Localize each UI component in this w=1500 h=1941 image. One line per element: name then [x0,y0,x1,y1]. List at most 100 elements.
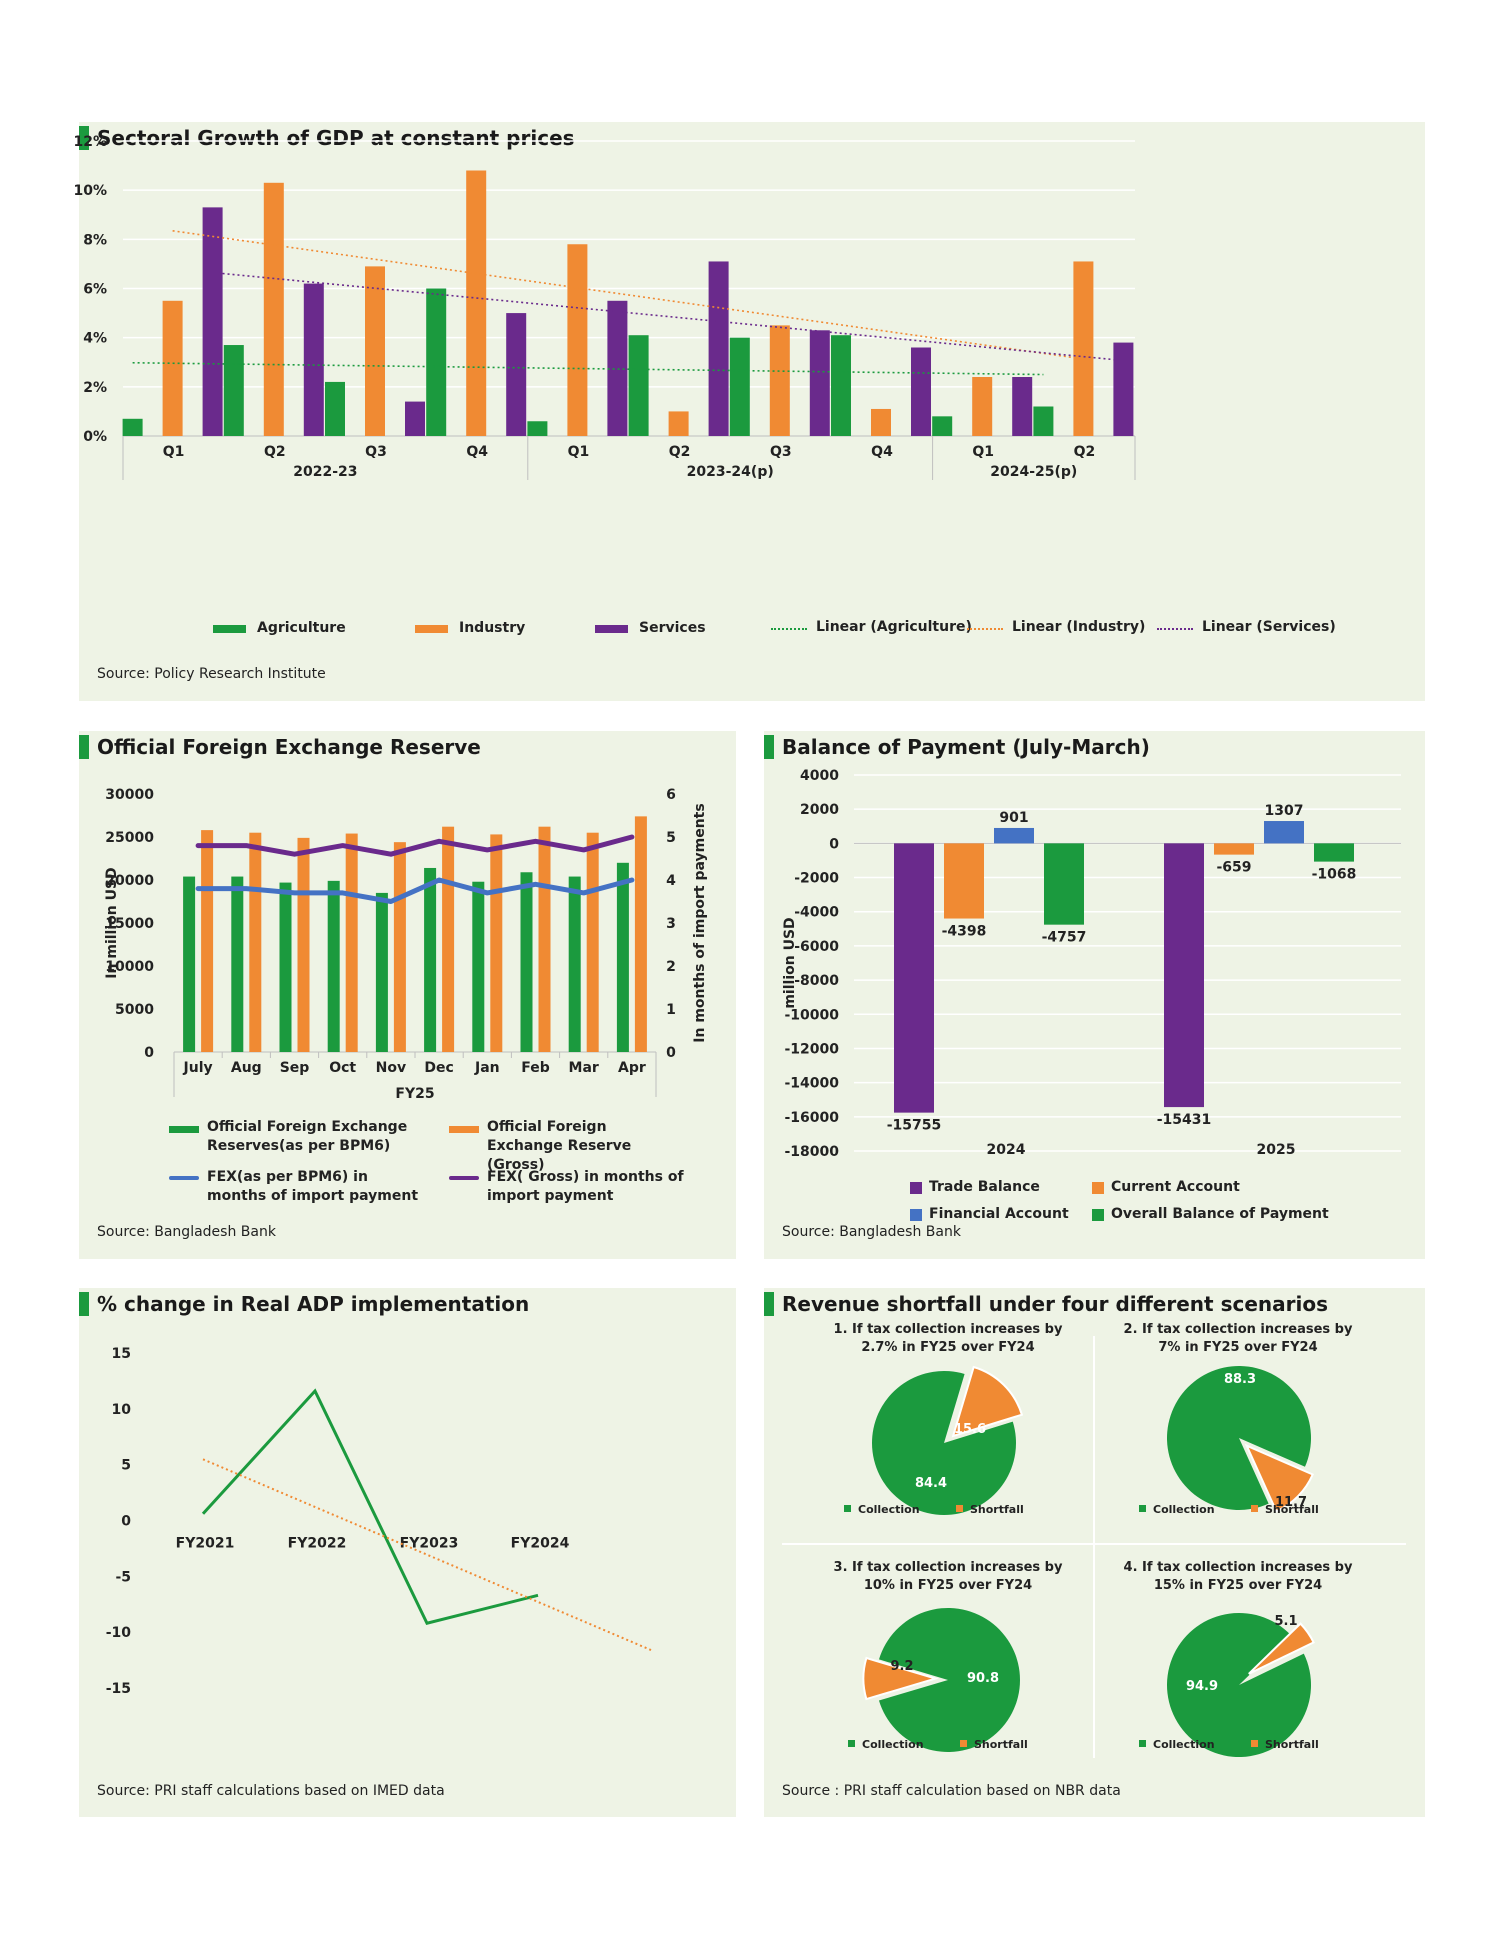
pie-value-label: 15.6 [954,1422,986,1437]
gdp-growth-title: Sectoral Growth of GDP at constant price… [79,126,575,150]
bar-financial-account [1264,821,1304,844]
bar-current-account [1214,843,1254,855]
legend-label-industry: Industry [459,620,526,636]
legend-swatch-shortfall [1251,1505,1258,1512]
pie-slice-shortfall [951,1365,1024,1438]
y-tick-label: 10 [112,1402,132,1418]
data-label: 1307 [1265,803,1304,819]
trendline-agriculture [132,361,1044,376]
y-axis-label: In million USD [104,867,120,978]
pie-slice-shortfall [1244,1443,1315,1513]
bar-reserve-gross [345,833,358,1052]
x-tick-label: Q4 [466,444,488,460]
bar-overall-balance-of-payment [1044,843,1084,925]
adp-title: % change in Real ADP implementation [78,1292,530,1316]
bar-reserve-gross [538,826,551,1052]
x-group-label: 2023-24(p) [687,464,774,480]
legend-label-reserve-bpm6: Official Foreign Exchange Reserves(as pe… [207,1119,408,1154]
x-tick-label: July [183,1060,213,1076]
x-tick-label: Dec [424,1060,453,1076]
legend-swatch-shortfall [1251,1740,1258,1747]
legend-label-shortfall: Shortfall [970,1503,1024,1516]
x-tick-label: Q4 [871,444,893,460]
bar-reserve-bpm6 [472,881,485,1052]
line-fex-bpm6-months [195,877,635,904]
y-tick-label: -6000 [794,939,839,955]
y-tick-label: 5 [121,1458,131,1474]
y2-tick-label: 1 [666,1002,676,1018]
bar-industry [972,377,993,436]
legend-swatch-collection [844,1505,851,1512]
y-tick-label: 6% [83,282,107,298]
scenario-title: 2.7% in FY25 over FY24 [861,1340,1034,1355]
bar-reserve-gross [201,830,214,1052]
y2-tick-label: 0 [666,1045,676,1061]
x-tick-label: Feb [521,1060,550,1076]
bop-source: Source: Bangladesh Bank [782,1224,961,1240]
line-fex-gross-months [195,834,635,857]
legend-label-current-account: Current Account [1111,1179,1240,1195]
x-tick-label: Q1 [163,444,185,460]
y-tick-label: -4000 [794,905,839,921]
pie-value-label: 84.4 [915,1476,947,1491]
y-tick-label: -18000 [784,1144,839,1160]
legend-label-linear-agriculture: Linear (Agriculture) [816,619,972,635]
pie-slice-shortfall [862,1656,939,1701]
x-tick-label: 2025 [1257,1142,1296,1158]
legend-label-collection: Collection [1153,1738,1215,1751]
y-tick-label: 4% [83,331,107,347]
scenario-title: 4. If tax collection increases by [1124,1560,1353,1575]
legend-swatch-reserve-gross [449,1126,479,1133]
legend-swatch-overall-bop [1092,1209,1104,1221]
y-tick-label: 12% [73,134,107,150]
y-tick-label: 0 [144,1045,154,1061]
x-tick-label: Jan [474,1060,500,1076]
bar-industry [1073,261,1094,436]
bar-overall-balance-of-payment [1314,843,1354,862]
fx-reserve-title: Official Foreign Exchange Reserve [79,735,481,759]
data-label: -15755 [887,1118,942,1134]
fx-reserve-source: Source: Bangladesh Bank [97,1224,276,1240]
bop-panel: Balance of Payment (July-March) 4000 2000… [764,731,1425,1259]
x-tick-label: Q1 [568,444,590,460]
scenario-title: 10% in FY25 over FY24 [864,1578,1032,1593]
bar-reserve-bpm6 [327,880,340,1052]
y-tick-label: -15 [106,1681,131,1697]
x-tick-label: Sep [280,1060,310,1076]
bop-chart: 4000 2000 0 -2000 -4000 -6000 -8000 -10000 -1200… [782,768,1401,1160]
bop-title: Balance of Payment (July-March) [764,735,1150,759]
bar-reserve-bpm6 [183,876,196,1052]
y2-tick-label: 5 [666,830,676,846]
scenario-title: 7% in FY25 over FY24 [1158,1340,1317,1355]
bar-industry [466,170,487,436]
pie-value-label: 5.1 [1274,1614,1297,1629]
legend-label-collection: Collection [862,1738,924,1751]
adp-trendline [202,1458,652,1651]
pie-slice-shortfall [1248,1622,1315,1675]
legend-label-agriculture: Agriculture [257,620,346,636]
legend-label-trade-balance: Trade Balance [929,1179,1040,1195]
y-tick-label: 20000 [105,873,154,889]
x-tick-label: FY2022 [288,1536,347,1552]
x-tick-label: Mar [569,1060,599,1076]
pie-slice-collection [872,1371,1016,1515]
legend-swatch-agriculture [213,625,246,633]
x-tick-label: Q3 [365,444,387,460]
legend-swatch-current-account [1092,1182,1104,1194]
legend-swatch-collection [848,1740,855,1747]
fx-reserve-chart: 0 5000 10000 15000 20000 25000 30000 0 1 2 3 4 5 6 In … [104,787,708,1102]
y-tick-label: 5000 [115,1002,154,1018]
legend-swatch-services [595,625,628,633]
y-tick-label: -5 [115,1569,131,1585]
legend-swatch-shortfall [956,1505,963,1512]
y2-axis-label: In months of import payments [692,803,708,1042]
legend-swatch-trade-balance [910,1182,922,1194]
y-tick-label: -16000 [784,1110,839,1126]
y-tick-label: -14000 [784,1076,839,1092]
gdp-growth-source: Source: Policy Research Institute [97,666,326,682]
legend-swatch-linear-agriculture [771,628,807,630]
bar-agriculture [527,421,548,436]
legend-swatch-linear-industry [967,628,1003,630]
bar-agriculture [831,335,851,436]
bar-industry [365,266,385,436]
